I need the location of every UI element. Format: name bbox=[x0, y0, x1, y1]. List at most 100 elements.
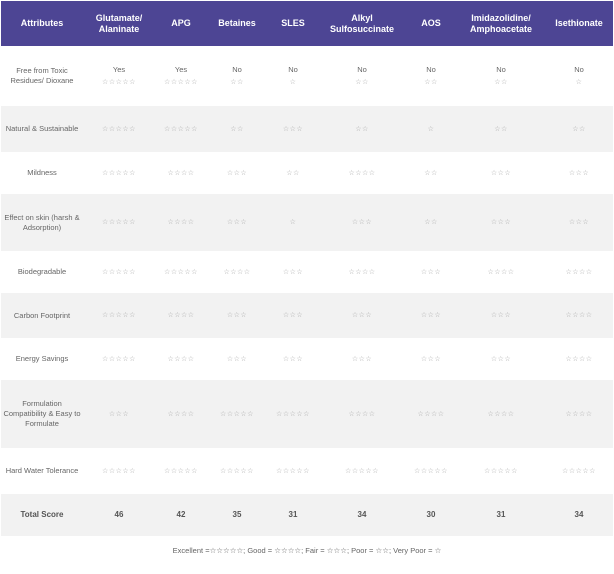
rating-cell: ☆☆☆☆ bbox=[207, 251, 267, 293]
rating-cell: ☆☆ bbox=[405, 152, 457, 194]
table-row: Free from Toxic Residues/ Dioxane Yes ☆☆☆☆… bbox=[1, 46, 613, 106]
attribute-label: Free from Toxic Residues/ Dioxane bbox=[10, 66, 74, 85]
star-rating: ☆☆ bbox=[494, 79, 508, 86]
star-rating: ☆☆☆☆ bbox=[167, 312, 195, 319]
rating-cell: ☆☆ bbox=[267, 152, 319, 194]
star-rating: ☆☆☆☆☆ bbox=[276, 467, 310, 475]
attribute-label: Carbon Footprint bbox=[1, 293, 83, 338]
rating-cell: ☆☆☆ bbox=[267, 251, 319, 293]
table-row: Energy Savings ☆☆☆☆☆ ☆☆☆☆ ☆☆☆ ☆☆☆ ☆☆☆ ☆☆☆ ☆☆☆ ☆☆… bbox=[1, 338, 613, 380]
rating-cell: ☆☆☆ bbox=[457, 152, 545, 194]
rating-cell: ☆☆☆☆☆ bbox=[83, 251, 155, 293]
rating-cell: No ☆☆ bbox=[207, 46, 267, 106]
star-rating: ☆☆☆☆☆ bbox=[102, 79, 136, 86]
star-rating: ☆☆ bbox=[572, 125, 586, 133]
total-score-value: 31 bbox=[457, 494, 545, 536]
star-rating: ☆☆ bbox=[424, 79, 438, 86]
rating-cell: No ☆☆ bbox=[319, 46, 405, 106]
star-rating: ☆☆☆☆ bbox=[223, 268, 251, 276]
rating-cell: ☆☆☆☆ bbox=[545, 293, 613, 338]
total-score-value: 35 bbox=[207, 494, 267, 536]
rating-cell: ☆☆☆☆☆ bbox=[207, 380, 267, 448]
rating-cell: ☆☆ bbox=[405, 194, 457, 251]
star-rating: ☆☆ bbox=[286, 169, 300, 177]
rating-cell: No ☆☆ bbox=[457, 46, 545, 106]
star-rating: ☆☆☆☆ bbox=[348, 169, 376, 177]
table-row: Carbon Footprint ☆☆☆☆☆ ☆☆☆☆ ☆☆☆ ☆☆☆ ☆☆☆ ☆☆☆ ☆☆☆… bbox=[1, 293, 613, 338]
star-rating: ☆ bbox=[575, 79, 583, 86]
star-rating: ☆☆☆ bbox=[351, 312, 373, 319]
star-rating: ☆☆ bbox=[424, 169, 438, 177]
star-rating: ☆☆☆☆☆ bbox=[102, 355, 136, 363]
rating-cell: ☆☆☆☆☆ bbox=[405, 448, 457, 494]
rating-cell: ☆☆☆☆☆ bbox=[267, 448, 319, 494]
rating-cell: No ☆☆ bbox=[405, 46, 457, 106]
rating-cell: ☆☆☆ bbox=[405, 251, 457, 293]
total-score-label: Total Score bbox=[1, 494, 83, 536]
star-rating: ☆☆☆☆ bbox=[348, 268, 376, 276]
star-rating: ☆☆☆ bbox=[226, 355, 248, 363]
star-rating: ☆☆☆ bbox=[282, 312, 304, 319]
star-rating: ☆☆☆☆☆ bbox=[164, 125, 198, 133]
column-header: Glutamate/Alaninate bbox=[83, 1, 155, 46]
star-rating: ☆☆☆☆ bbox=[487, 410, 515, 418]
rating-cell: ☆☆☆☆ bbox=[155, 194, 207, 251]
rating-cell: Yes ☆☆☆☆☆ bbox=[155, 46, 207, 106]
star-rating: ☆☆☆☆☆ bbox=[102, 467, 136, 475]
cell-value: No bbox=[357, 65, 367, 74]
rating-cell: ☆☆☆☆ bbox=[155, 152, 207, 194]
star-rating: ☆☆☆ bbox=[226, 219, 248, 226]
cell-value: Yes bbox=[174, 65, 188, 74]
star-rating: ☆☆☆ bbox=[282, 268, 304, 276]
rating-cell: ☆☆☆ bbox=[267, 106, 319, 152]
star-rating: ☆☆☆ bbox=[490, 355, 512, 363]
star-rating: ☆☆☆ bbox=[351, 355, 373, 363]
rating-cell: ☆☆☆☆☆ bbox=[83, 106, 155, 152]
table-row: Hard Water Tolerance ☆☆☆☆☆ ☆☆☆☆☆ ☆☆☆☆☆ ☆☆☆☆☆… bbox=[1, 448, 613, 494]
star-rating: ☆☆☆☆☆ bbox=[102, 169, 136, 177]
star-rating: ☆☆☆ bbox=[282, 125, 304, 133]
rating-cell: ☆☆☆☆ bbox=[319, 251, 405, 293]
rating-cell: No ☆ bbox=[267, 46, 319, 106]
rating-cell: ☆☆☆ bbox=[267, 293, 319, 338]
star-rating: ☆☆☆☆ bbox=[167, 219, 195, 226]
star-rating: ☆☆ bbox=[494, 125, 508, 133]
attribute-label: Formulation Compatibility & Easy to Form… bbox=[1, 380, 83, 448]
rating-cell: ☆☆☆☆☆ bbox=[83, 338, 155, 380]
star-rating: ☆☆☆☆ bbox=[565, 268, 593, 276]
rating-cell: No ☆ bbox=[545, 46, 613, 106]
rating-cell: Yes ☆☆☆☆☆ bbox=[83, 46, 155, 106]
star-rating: ☆☆☆☆☆ bbox=[102, 268, 136, 276]
star-rating: ☆☆☆ bbox=[420, 268, 442, 276]
rating-cell: ☆☆☆☆ bbox=[405, 380, 457, 448]
column-header: AOS bbox=[405, 1, 457, 46]
total-score-value: 34 bbox=[319, 494, 405, 536]
attribute-label: Mildness bbox=[27, 168, 57, 177]
star-rating: ☆☆☆ bbox=[351, 219, 373, 226]
star-rating: ☆☆☆ bbox=[108, 410, 130, 418]
rating-cell: ☆☆ bbox=[319, 106, 405, 152]
table-row: Biodegradable ☆☆☆☆☆ ☆☆☆☆☆ ☆☆☆☆ ☆☆☆ ☆☆☆☆ ☆☆☆ ☆☆☆… bbox=[1, 251, 613, 293]
star-rating: ☆☆☆☆☆ bbox=[276, 410, 310, 418]
star-rating: ☆☆☆☆ bbox=[167, 169, 195, 177]
attribute-label: Hard Water Tolerance bbox=[5, 466, 79, 475]
star-rating: ☆☆☆ bbox=[490, 169, 512, 177]
rating-cell: ☆☆☆☆☆ bbox=[83, 194, 155, 251]
star-rating: ☆ bbox=[289, 219, 297, 226]
star-rating: ☆☆ bbox=[355, 79, 369, 86]
star-rating: ☆☆☆☆☆ bbox=[164, 467, 198, 475]
star-rating: ☆☆ bbox=[355, 125, 369, 133]
rating-cell: ☆☆☆☆☆ bbox=[207, 448, 267, 494]
rating-cell: ☆☆☆☆ bbox=[545, 380, 613, 448]
rating-cell: ☆☆☆ bbox=[457, 194, 545, 251]
total-score-value: 46 bbox=[83, 494, 155, 536]
rating-cell: ☆☆☆ bbox=[545, 194, 613, 251]
rating-legend: Excellent =☆☆☆☆☆; Good = ☆☆☆☆; Fair = ☆☆… bbox=[172, 546, 442, 555]
comparison-table: Attributes Glutamate/Alaninate APG Betaines… bbox=[1, 1, 613, 536]
rating-cell: ☆☆ bbox=[545, 106, 613, 152]
star-rating: ☆☆☆ bbox=[282, 355, 304, 363]
star-rating: ☆☆☆☆☆ bbox=[102, 125, 136, 133]
rating-cell: ☆☆☆ bbox=[405, 293, 457, 338]
rating-cell: ☆☆☆☆ bbox=[545, 338, 613, 380]
rating-cell: ☆☆☆ bbox=[545, 152, 613, 194]
